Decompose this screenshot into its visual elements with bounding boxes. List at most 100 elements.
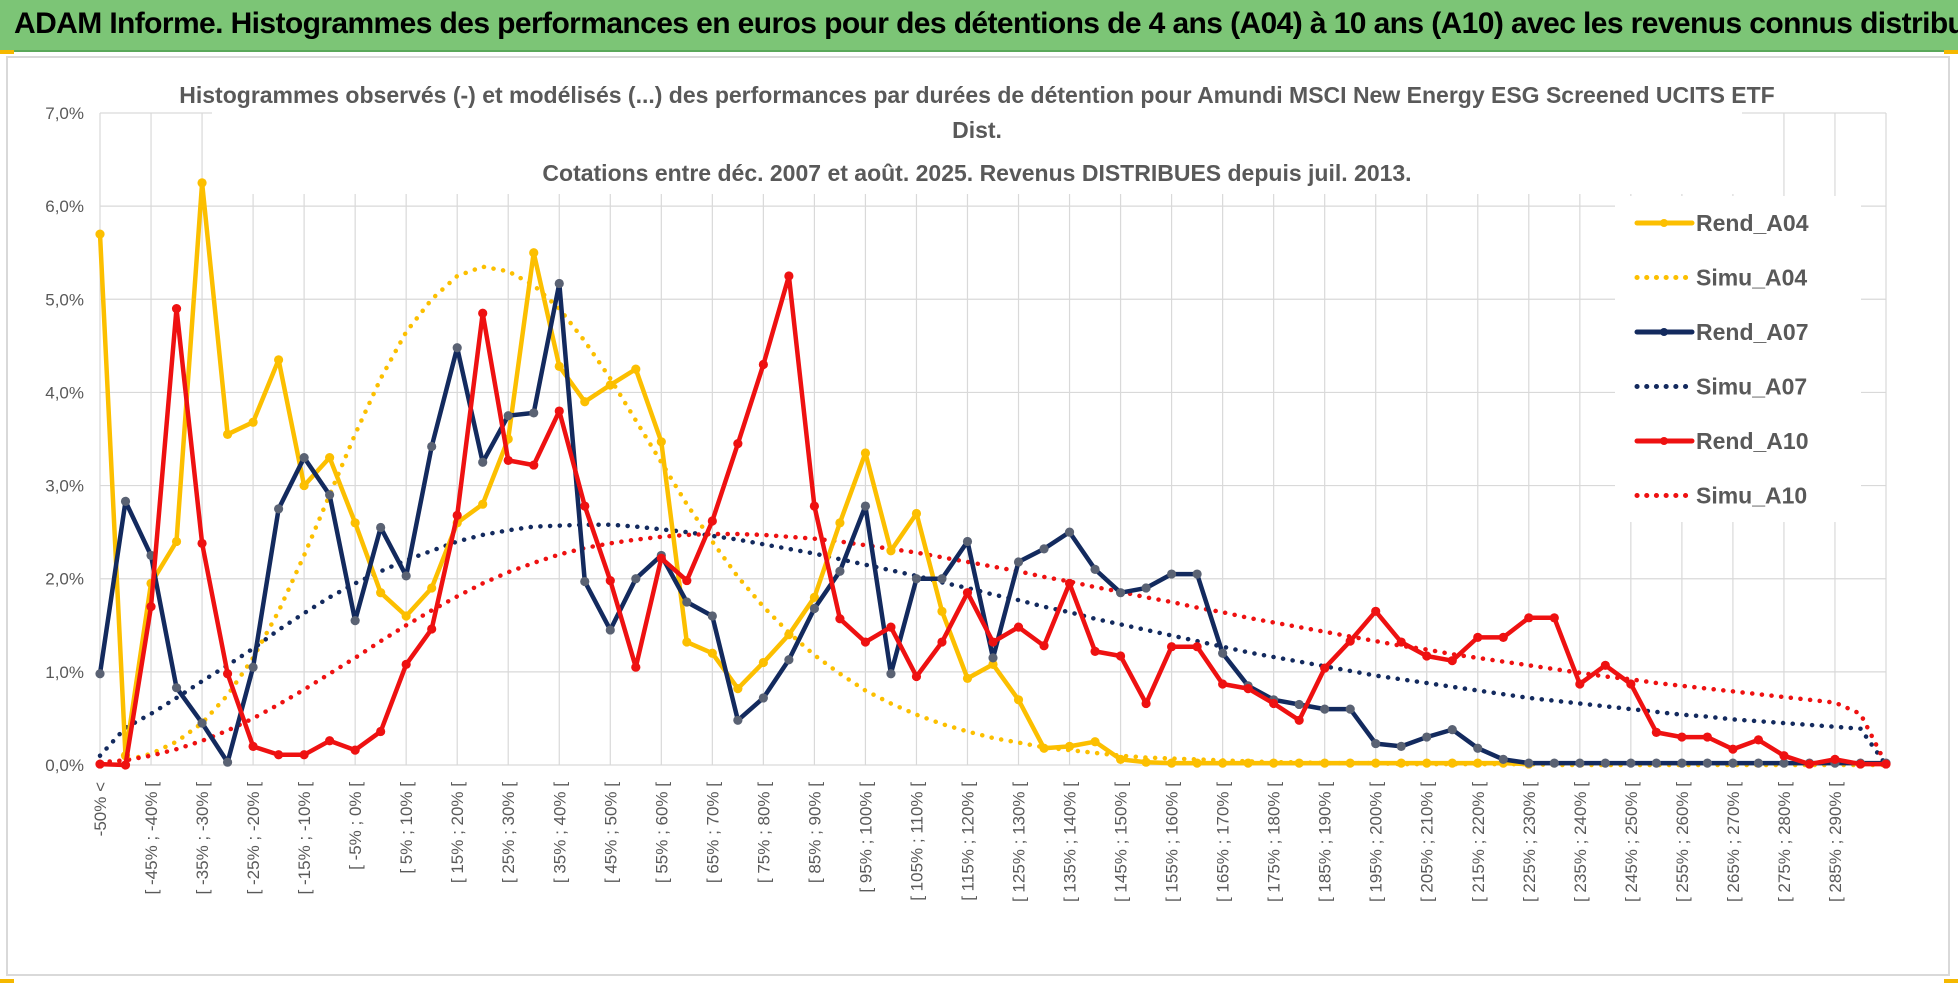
x-tick-label: [ 165% ; 170% [ xyxy=(1214,782,1233,902)
data-point xyxy=(1192,758,1202,768)
data-point xyxy=(860,448,871,458)
legend-label: Rend_A10 xyxy=(1696,428,1808,454)
data-point xyxy=(529,408,539,418)
series-Rend_A04 xyxy=(95,178,1534,769)
data-point xyxy=(580,576,590,587)
y-tick-label: 5,0% xyxy=(45,290,84,309)
data-point xyxy=(580,397,590,407)
data-point xyxy=(1320,663,1330,673)
x-tick-label: [ -35% ; -30% [ xyxy=(193,782,212,895)
data-point xyxy=(784,630,794,640)
y-tick-label: 6,0% xyxy=(45,197,84,216)
data-point xyxy=(452,343,462,353)
data-point xyxy=(325,490,335,500)
series-Simu_A10 xyxy=(97,531,1889,767)
data-point xyxy=(1141,698,1151,709)
data-point xyxy=(784,271,794,281)
legend-label: Simu_A10 xyxy=(1696,483,1807,509)
data-point xyxy=(605,575,615,586)
data-point xyxy=(554,278,564,289)
data-point xyxy=(886,622,896,632)
x-tick-label: [ 275% ; 280% [ xyxy=(1775,782,1794,902)
data-point xyxy=(631,662,641,672)
data-point xyxy=(1677,732,1687,742)
data-point xyxy=(478,499,488,509)
series-line-Simu_A07 xyxy=(97,522,1889,768)
data-point xyxy=(1677,758,1687,768)
data-point xyxy=(401,571,411,581)
data-point xyxy=(758,657,768,668)
x-tick-label: [ 205% ; 210% [ xyxy=(1418,782,1437,902)
data-point xyxy=(809,592,820,602)
report-banner: ADAM Informe. Histogrammes des performan… xyxy=(0,0,1958,52)
data-point xyxy=(376,522,386,533)
x-tick-label: [ 265% ; 270% [ xyxy=(1724,782,1743,902)
data-point xyxy=(733,715,743,725)
data-point xyxy=(401,659,411,670)
data-point xyxy=(1600,660,1610,670)
x-tick-label: [ 195% ; 200% [ xyxy=(1367,782,1386,902)
legend-label: Rend_A07 xyxy=(1696,319,1808,345)
data-point xyxy=(503,455,513,466)
data-point xyxy=(222,669,233,679)
data-point xyxy=(1779,751,1789,761)
data-point xyxy=(478,457,488,467)
data-point xyxy=(1804,759,1815,769)
corner-accent xyxy=(1944,50,1958,54)
data-point xyxy=(656,437,666,447)
data-point xyxy=(1167,642,1177,652)
data-point xyxy=(1702,732,1712,742)
x-tick-label: [ -45% ; -40% [ xyxy=(142,782,161,895)
data-point xyxy=(1090,564,1100,575)
data-point xyxy=(1167,758,1177,768)
legend-label: Rend_A04 xyxy=(1696,210,1809,236)
data-point xyxy=(554,406,564,416)
y-tick-label: 7,0% xyxy=(45,104,84,123)
data-point xyxy=(1473,632,1483,642)
x-tick-label: [ 105% ; 110% [ xyxy=(907,782,926,901)
data-point xyxy=(1473,743,1483,753)
data-point xyxy=(682,575,692,586)
data-point xyxy=(1651,758,1661,768)
data-point xyxy=(707,648,717,658)
data-point xyxy=(911,574,922,584)
x-tick-label: [ 135% ; 140% [ xyxy=(1061,782,1080,902)
x-tick-label: [ 85% ; 90% [ xyxy=(805,782,824,883)
data-point xyxy=(1090,646,1100,656)
data-point xyxy=(427,624,437,634)
x-tick-label: [ 125% ; 130% [ xyxy=(1010,782,1029,902)
x-tick-label: [ -15% ; -10% [ xyxy=(295,782,314,895)
data-point xyxy=(222,429,233,439)
series-Rend_A10 xyxy=(95,271,1891,770)
y-tick-label: 1,0% xyxy=(45,663,84,682)
x-tick-label: [ 255% ; 260% [ xyxy=(1673,782,1692,902)
data-point xyxy=(1218,758,1228,768)
data-point xyxy=(1090,737,1100,747)
data-point xyxy=(784,655,794,665)
data-point xyxy=(1320,704,1330,714)
data-point xyxy=(682,637,692,647)
data-point xyxy=(988,653,998,663)
data-point xyxy=(171,536,182,547)
x-tick-label: [ -5% ; 0% [ xyxy=(346,782,365,870)
data-point xyxy=(1345,636,1355,646)
corner-accent xyxy=(1944,979,1958,983)
data-point xyxy=(1422,758,1432,768)
data-point xyxy=(1115,651,1126,661)
data-point xyxy=(1779,758,1789,768)
x-tick-label: [ -25% ; -20% [ xyxy=(244,782,263,895)
data-point xyxy=(146,602,156,612)
data-point xyxy=(1422,651,1432,661)
x-tick-label: [ 45% ; 50% [ xyxy=(601,782,620,883)
data-point xyxy=(299,750,309,760)
data-point xyxy=(1218,679,1228,689)
legend-item: Simu_A07 xyxy=(1634,374,1807,400)
data-point xyxy=(171,304,182,314)
data-point xyxy=(120,760,131,770)
legend-marker xyxy=(1660,219,1668,227)
data-point xyxy=(1549,613,1559,623)
data-point xyxy=(171,683,182,693)
data-point xyxy=(1141,757,1151,767)
data-point xyxy=(1294,715,1304,725)
data-point xyxy=(1626,758,1636,768)
